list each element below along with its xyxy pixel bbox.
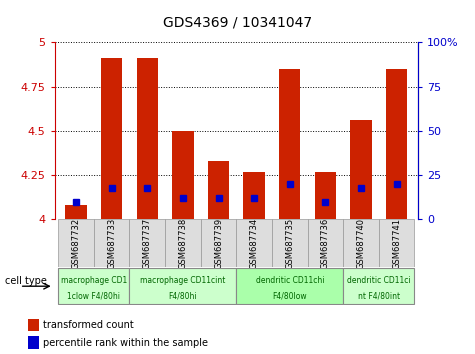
Bar [308, 219, 343, 267]
Bar [279, 69, 301, 219]
Bar [201, 219, 237, 267]
Bar [94, 219, 129, 267]
Bar [237, 268, 343, 304]
Bar [65, 205, 86, 219]
Bar [129, 268, 237, 304]
Text: cell type: cell type [5, 276, 47, 286]
Bar [58, 268, 129, 304]
Bar [165, 219, 200, 267]
Text: GSM687736: GSM687736 [321, 218, 330, 269]
Text: GSM687741: GSM687741 [392, 218, 401, 269]
Text: GSM687740: GSM687740 [357, 218, 365, 269]
Text: 1clow F4/80hi: 1clow F4/80hi [67, 291, 120, 300]
Text: GSM687735: GSM687735 [285, 218, 294, 269]
Bar [315, 172, 336, 219]
Bar [28, 336, 38, 349]
Bar [386, 69, 408, 219]
Bar [237, 219, 272, 267]
Text: transformed count: transformed count [43, 320, 134, 330]
Bar [101, 58, 123, 219]
Text: F4/80low: F4/80low [273, 291, 307, 300]
Text: nt F4/80int: nt F4/80int [358, 291, 400, 300]
Text: macrophage CD1: macrophage CD1 [61, 276, 127, 285]
Bar [172, 131, 194, 219]
Bar [137, 58, 158, 219]
Text: percentile rank within the sample: percentile rank within the sample [43, 338, 208, 348]
Bar [208, 161, 229, 219]
Text: GSM687739: GSM687739 [214, 218, 223, 269]
Bar [58, 219, 94, 267]
Bar [28, 319, 38, 331]
Text: macrophage CD11cint: macrophage CD11cint [140, 276, 226, 285]
Text: GDS4369 / 10341047: GDS4369 / 10341047 [163, 16, 312, 30]
Text: dendritic CD11chi: dendritic CD11chi [256, 276, 324, 285]
Text: GSM687732: GSM687732 [72, 218, 80, 269]
Bar [129, 219, 165, 267]
Bar [351, 120, 372, 219]
Text: GSM687734: GSM687734 [250, 218, 258, 269]
Bar [272, 219, 308, 267]
Text: GSM687738: GSM687738 [179, 218, 187, 269]
Bar [343, 219, 379, 267]
Bar [343, 268, 414, 304]
Text: GSM687737: GSM687737 [143, 218, 152, 269]
Bar [244, 172, 265, 219]
Text: F4/80hi: F4/80hi [169, 291, 197, 300]
Text: dendritic CD11ci: dendritic CD11ci [347, 276, 410, 285]
Text: GSM687733: GSM687733 [107, 218, 116, 269]
Bar [379, 219, 414, 267]
